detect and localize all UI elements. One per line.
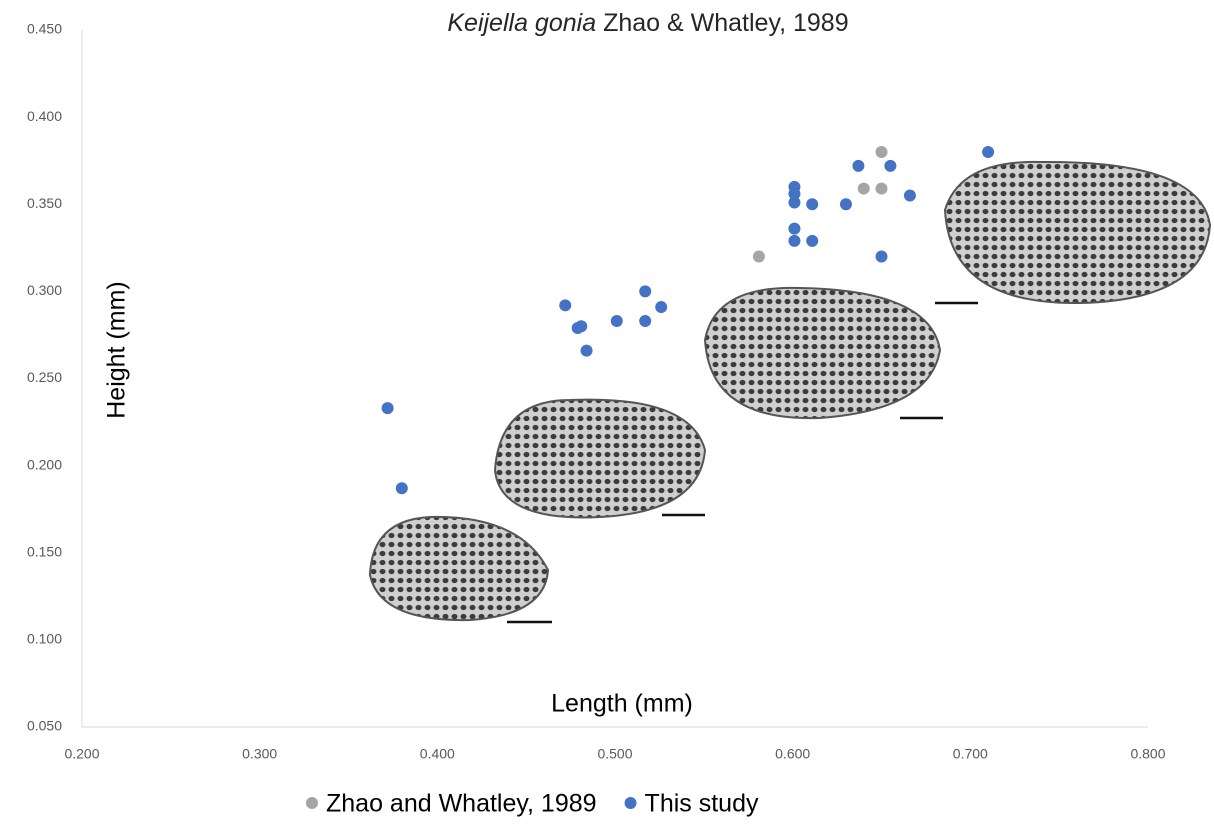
y-tick-label: 0.050: [27, 718, 62, 734]
title-authority: Zhao & Whatley, 1989: [603, 9, 849, 37]
data-point: [875, 250, 888, 263]
data-point: [788, 234, 801, 247]
x-tick-label: 0.200: [64, 746, 99, 762]
chart-title: Keijella gonia Zhao & Whatley, 1989: [447, 9, 848, 37]
data-point: [788, 187, 801, 200]
data-point: [752, 250, 765, 263]
y-tick-label: 0.200: [27, 456, 62, 472]
x-tick-label: 0.300: [242, 746, 277, 762]
data-point: [395, 482, 408, 495]
data-point: [580, 344, 593, 357]
data-point: [875, 145, 888, 158]
x-tick-label: 0.700: [953, 746, 988, 762]
x-tick-label: 0.600: [775, 746, 810, 762]
data-point: [610, 314, 623, 327]
data-point: [852, 159, 865, 172]
data-point: [788, 196, 801, 209]
data-point: [806, 234, 819, 247]
data-point: [575, 320, 588, 333]
data-point: [655, 301, 668, 314]
x-tick-label: 0.400: [420, 746, 455, 762]
data-point: [875, 182, 888, 195]
y-tick-label: 0.100: [27, 631, 62, 647]
legend-label: This study: [645, 790, 759, 818]
data-point: [806, 198, 819, 211]
y-axis-label: Height (mm): [103, 281, 131, 419]
data-point: [559, 299, 572, 312]
specimen-images: [368, 160, 1212, 622]
data-point: [982, 145, 995, 158]
data-point: [857, 182, 870, 195]
legend-marker: [306, 797, 318, 809]
y-tick-label: 0.450: [27, 21, 62, 37]
data-point: [639, 285, 652, 298]
legend-label: Zhao and Whatley, 1989: [326, 790, 597, 818]
data-point: [788, 222, 801, 235]
data-point: [381, 402, 394, 415]
y-tick-label: 0.350: [27, 195, 62, 211]
x-axis-label: Length (mm): [551, 690, 693, 718]
y-tick-label: 0.400: [27, 108, 62, 124]
y-tick-label: 0.150: [27, 543, 62, 559]
y-tick-label: 0.250: [27, 369, 62, 385]
title-species: Keijella gonia: [447, 9, 596, 37]
data-point: [639, 314, 652, 327]
x-tick-label: 0.800: [1130, 746, 1165, 762]
scale-bars: [507, 301, 978, 624]
data-point: [839, 198, 852, 211]
legend-marker: [624, 797, 637, 809]
x-tick-label: 0.500: [597, 746, 632, 762]
data-point: [903, 189, 916, 202]
y-tick-label: 0.300: [27, 282, 62, 298]
data-point: [884, 159, 897, 172]
